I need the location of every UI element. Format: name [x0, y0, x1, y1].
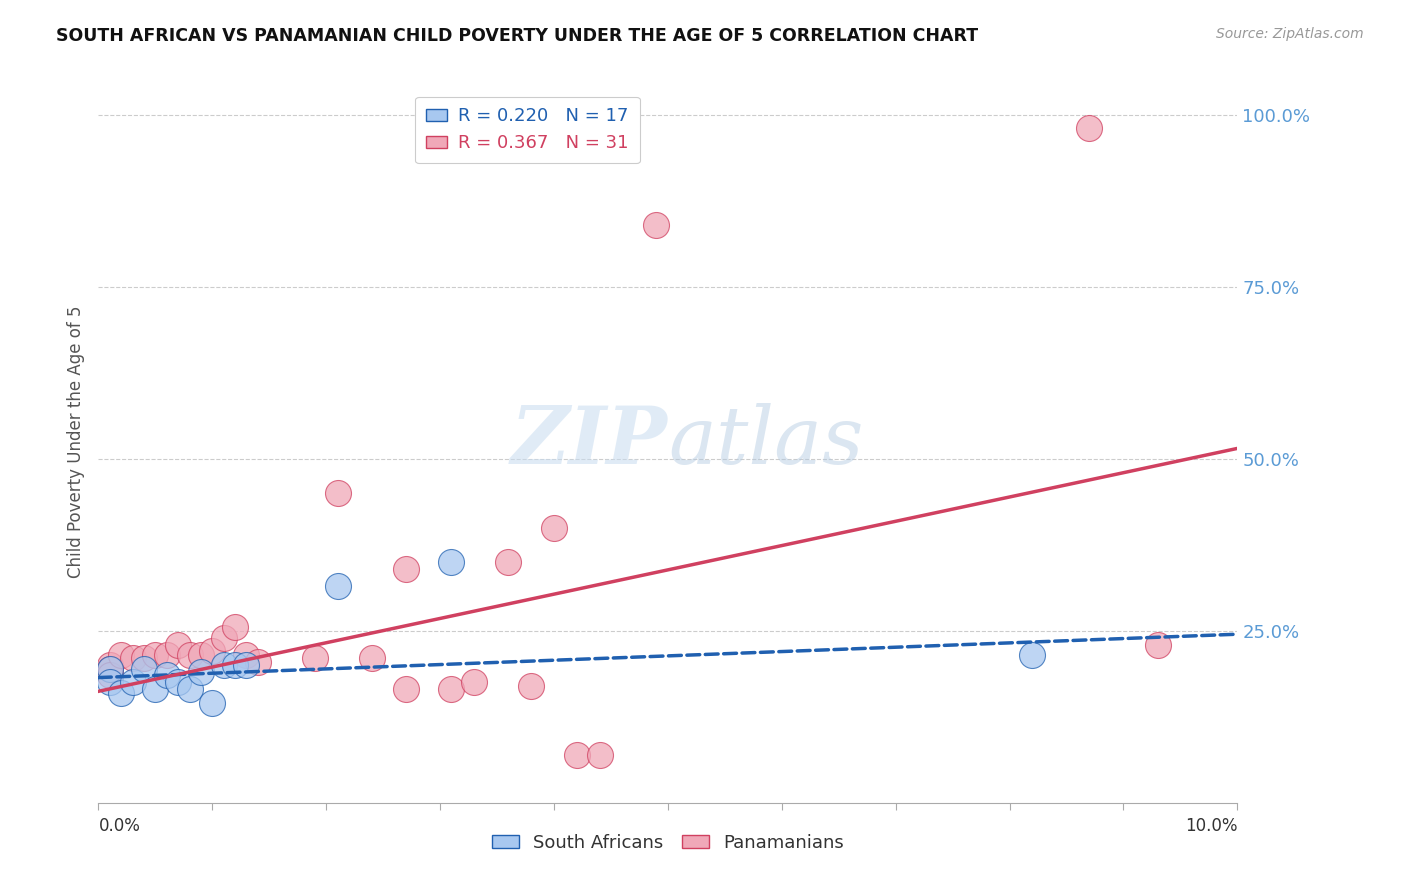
- Point: [395, 682, 418, 697]
- Point: [520, 679, 543, 693]
- Point: [224, 620, 246, 634]
- Point: [440, 555, 463, 569]
- Point: [224, 658, 246, 673]
- Point: [235, 648, 257, 662]
- Y-axis label: Child Poverty Under the Age of 5: Child Poverty Under the Age of 5: [66, 305, 84, 578]
- Point: [326, 486, 349, 500]
- Point: [201, 644, 224, 658]
- Point: [543, 520, 565, 534]
- Point: [98, 662, 121, 676]
- Point: [304, 651, 326, 665]
- Point: [156, 668, 179, 682]
- Point: [190, 648, 212, 662]
- Text: SOUTH AFRICAN VS PANAMANIAN CHILD POVERTY UNDER THE AGE OF 5 CORRELATION CHART: SOUTH AFRICAN VS PANAMANIAN CHILD POVERT…: [56, 27, 979, 45]
- Point: [246, 655, 269, 669]
- Point: [588, 747, 610, 762]
- Text: 0.0%: 0.0%: [98, 817, 141, 835]
- Point: [98, 668, 121, 682]
- Point: [156, 648, 179, 662]
- Point: [235, 658, 257, 673]
- Point: [98, 675, 121, 690]
- Text: Source: ZipAtlas.com: Source: ZipAtlas.com: [1216, 27, 1364, 41]
- Point: [565, 747, 588, 762]
- Point: [132, 651, 155, 665]
- Point: [167, 675, 190, 690]
- Text: 10.0%: 10.0%: [1185, 817, 1237, 835]
- Point: [110, 686, 132, 700]
- Point: [1146, 638, 1168, 652]
- Point: [201, 696, 224, 710]
- Point: [360, 651, 382, 665]
- Point: [121, 651, 143, 665]
- Point: [145, 648, 167, 662]
- Point: [1021, 648, 1043, 662]
- Point: [498, 555, 520, 569]
- Text: atlas: atlas: [668, 403, 863, 480]
- Point: [212, 631, 235, 645]
- Point: [326, 579, 349, 593]
- Legend: South Africans, Panamanians: South Africans, Panamanians: [485, 826, 851, 859]
- Point: [179, 682, 201, 697]
- Point: [463, 675, 485, 690]
- Point: [121, 675, 143, 690]
- Point: [167, 638, 190, 652]
- Point: [440, 682, 463, 697]
- Point: [179, 648, 201, 662]
- Point: [212, 658, 235, 673]
- Text: ZIP: ZIP: [510, 403, 668, 480]
- Point: [190, 665, 212, 679]
- Point: [110, 648, 132, 662]
- Point: [98, 658, 121, 673]
- Point: [145, 682, 167, 697]
- Point: [132, 662, 155, 676]
- Point: [395, 562, 418, 576]
- Point: [645, 218, 668, 232]
- Point: [98, 662, 121, 676]
- Point: [1078, 121, 1101, 136]
